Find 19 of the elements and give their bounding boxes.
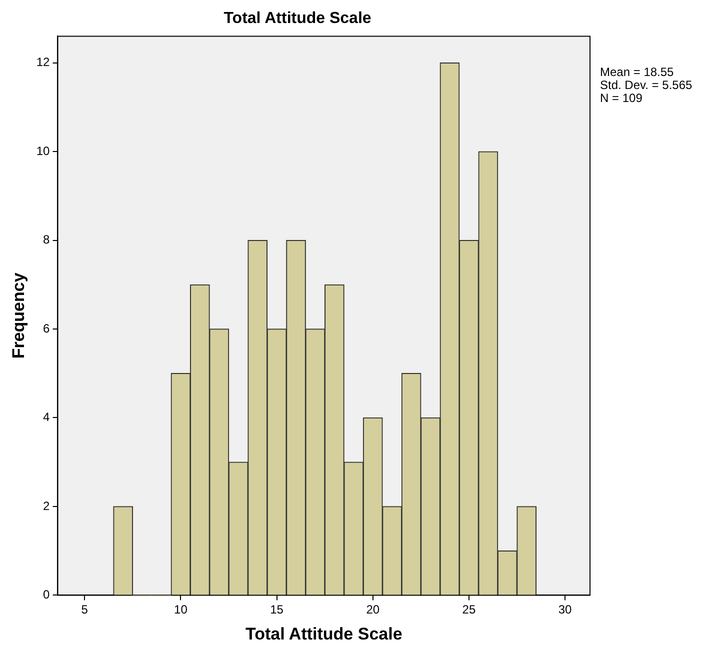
y-tick-label: 0 bbox=[43, 588, 50, 602]
y-tick-label: 2 bbox=[43, 498, 50, 513]
y-tick-label: 8 bbox=[43, 232, 50, 247]
y-tick-label: 10 bbox=[36, 144, 50, 158]
y-tick-label: 6 bbox=[43, 321, 50, 336]
y-tick-label: 12 bbox=[36, 55, 50, 70]
x-tick-label: 20 bbox=[366, 602, 380, 617]
x-tick-label: 15 bbox=[270, 602, 284, 617]
x-axis-title: Total Attitude Scale bbox=[245, 624, 402, 644]
text: Mean = 18.55 bbox=[600, 65, 675, 79]
y-axis-title: Frequency bbox=[8, 272, 28, 359]
y-tick-label: 4 bbox=[43, 410, 50, 424]
text: Std. Dev. = 5.565 bbox=[600, 78, 692, 92]
x-tick-label: 10 bbox=[174, 602, 188, 617]
x-tick-label: 5 bbox=[81, 602, 88, 617]
x-tick-label: 25 bbox=[462, 602, 476, 617]
text: N = 109 bbox=[600, 91, 644, 105]
chart-title: Total Attitude Scale bbox=[224, 10, 372, 28]
x-tick-label: 30 bbox=[558, 602, 572, 617]
